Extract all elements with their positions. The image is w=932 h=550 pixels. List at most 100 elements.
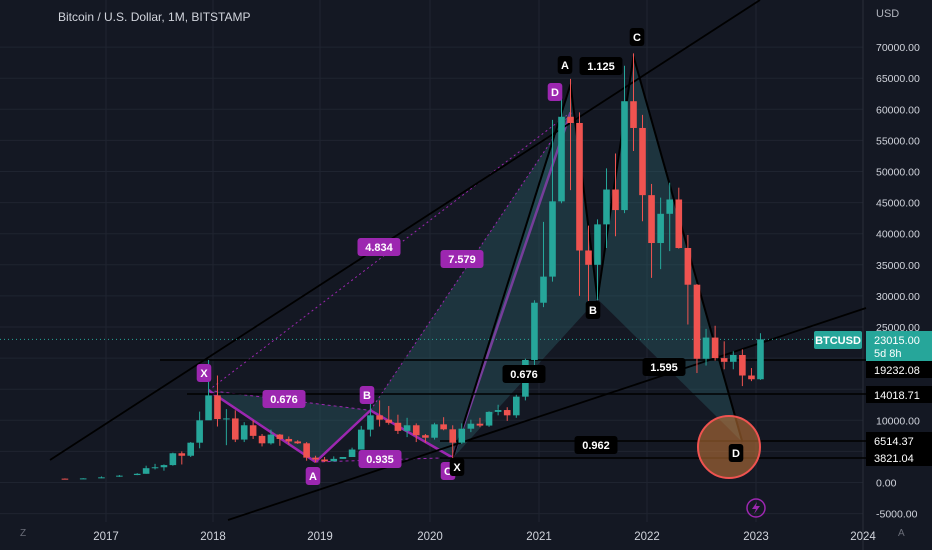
y-tick-label: 35000.00: [876, 260, 920, 272]
candle-body: [612, 189, 619, 211]
candle: [594, 219, 601, 301]
point-a2-label-text: A: [561, 60, 569, 72]
ratio-xb-label: 0.676: [262, 390, 306, 408]
candle: [187, 442, 195, 457]
candle: [666, 182, 674, 252]
candle-body: [458, 428, 466, 443]
x-tick-label: 2023: [743, 531, 769, 543]
point-b2-label-bg: [585, 301, 601, 319]
candle: [458, 423, 466, 444]
pattern1-leg-ab: [314, 409, 372, 463]
lightning-icon[interactable]: [746, 498, 766, 518]
point-a1-label: A: [305, 467, 321, 485]
candle-body: [693, 284, 701, 359]
point-x1-label-bg: [196, 364, 212, 382]
candle: [576, 112, 583, 296]
candle: [630, 53, 637, 151]
candle: [258, 433, 266, 447]
candle: [558, 98, 565, 204]
candle-body: [178, 453, 186, 456]
candle: [160, 464, 168, 471]
candle: [494, 404, 502, 416]
point-a2-label: A: [557, 56, 573, 74]
candle-body: [205, 395, 212, 421]
candle: [567, 78, 574, 191]
candle: [223, 409, 230, 446]
level-tag: 14018.71: [866, 386, 932, 403]
candle: [267, 429, 275, 445]
candle: [512, 394, 520, 418]
labels: X A B C D 0.676 0.935 4.834 7.579 X A B C D 0.676 1.595…: [196, 28, 744, 485]
candle: [621, 65, 628, 214]
candle: [385, 405, 393, 425]
candle-body: [512, 396, 520, 416]
candle-body: [494, 410, 502, 412]
ratio-xa2-label-text: 1.125: [587, 61, 615, 73]
candle-body: [748, 375, 755, 380]
ratio-xa2-label-bg: [579, 57, 623, 75]
candle-body: [61, 478, 69, 480]
candle: [585, 225, 592, 304]
candle-body: [729, 354, 737, 362]
candle-body: [214, 395, 221, 420]
candle: [757, 333, 764, 380]
ratio-xd-label-bg: [357, 238, 401, 256]
ratio-xd-label: 4.834: [357, 238, 401, 256]
candle-body: [394, 422, 402, 431]
candle: [231, 410, 239, 443]
x-tick-label: 2017: [93, 531, 119, 543]
level-tag: 6514.37: [866, 432, 932, 449]
pattern1-ratio-xd: [208, 112, 571, 391]
candle: [702, 328, 710, 366]
point-c2-label-bg: [629, 28, 645, 46]
point-a2-label-bg: [557, 56, 573, 74]
point-x1-label: X: [196, 364, 212, 382]
candle: [249, 420, 257, 439]
candle-body: [440, 424, 447, 430]
candle-body: [711, 337, 719, 359]
point-a1-label-bg: [305, 467, 321, 485]
candle: [675, 187, 683, 249]
chart-title: Bitcoin / U.S. Dollar, 1M, BITSTAMP: [58, 10, 251, 24]
candle: [412, 423, 420, 443]
point-b1-label-bg: [359, 386, 375, 404]
candle: [312, 455, 319, 463]
candle-body: [739, 354, 746, 376]
ratio-ac-label-bg: [358, 450, 402, 468]
ratio-ab2-label-text: 0.676: [510, 369, 538, 381]
point-d1-label-text: D: [551, 87, 559, 99]
ratio-bc2-label: 1.595: [642, 358, 686, 376]
candle: [476, 417, 484, 428]
candle-body: [666, 199, 674, 214]
candle: [294, 440, 302, 444]
candle-body: [169, 453, 177, 466]
candle: [684, 234, 692, 325]
y-tick-label: -5000.00: [876, 509, 918, 521]
auto-scale-toggle[interactable]: A: [898, 528, 905, 539]
ratio-ab2-label-bg: [502, 365, 546, 383]
log-scale-toggle[interactable]: Z: [20, 528, 27, 539]
candle-body: [648, 195, 655, 244]
candle-body: [276, 434, 284, 439]
candle: [648, 183, 655, 278]
price-tag-bg: [866, 331, 932, 362]
candle-body: [675, 199, 683, 249]
y-tick-label: 55000.00: [876, 135, 920, 147]
candle-body: [422, 435, 429, 438]
candle-body: [412, 425, 420, 436]
candle: [357, 425, 365, 450]
pattern1-leg-cd: [451, 112, 572, 459]
time-axis: [0, 522, 863, 550]
candle-body: [603, 189, 610, 225]
candle: [321, 456, 328, 462]
candle: [531, 300, 538, 374]
candle: [549, 119, 556, 282]
currency-label: USD: [876, 8, 900, 20]
candles: [61, 53, 764, 480]
candle: [431, 422, 438, 440]
y-tick-label: 30000.00: [876, 291, 920, 303]
candle-body: [567, 116, 574, 123]
candle: [276, 433, 284, 446]
